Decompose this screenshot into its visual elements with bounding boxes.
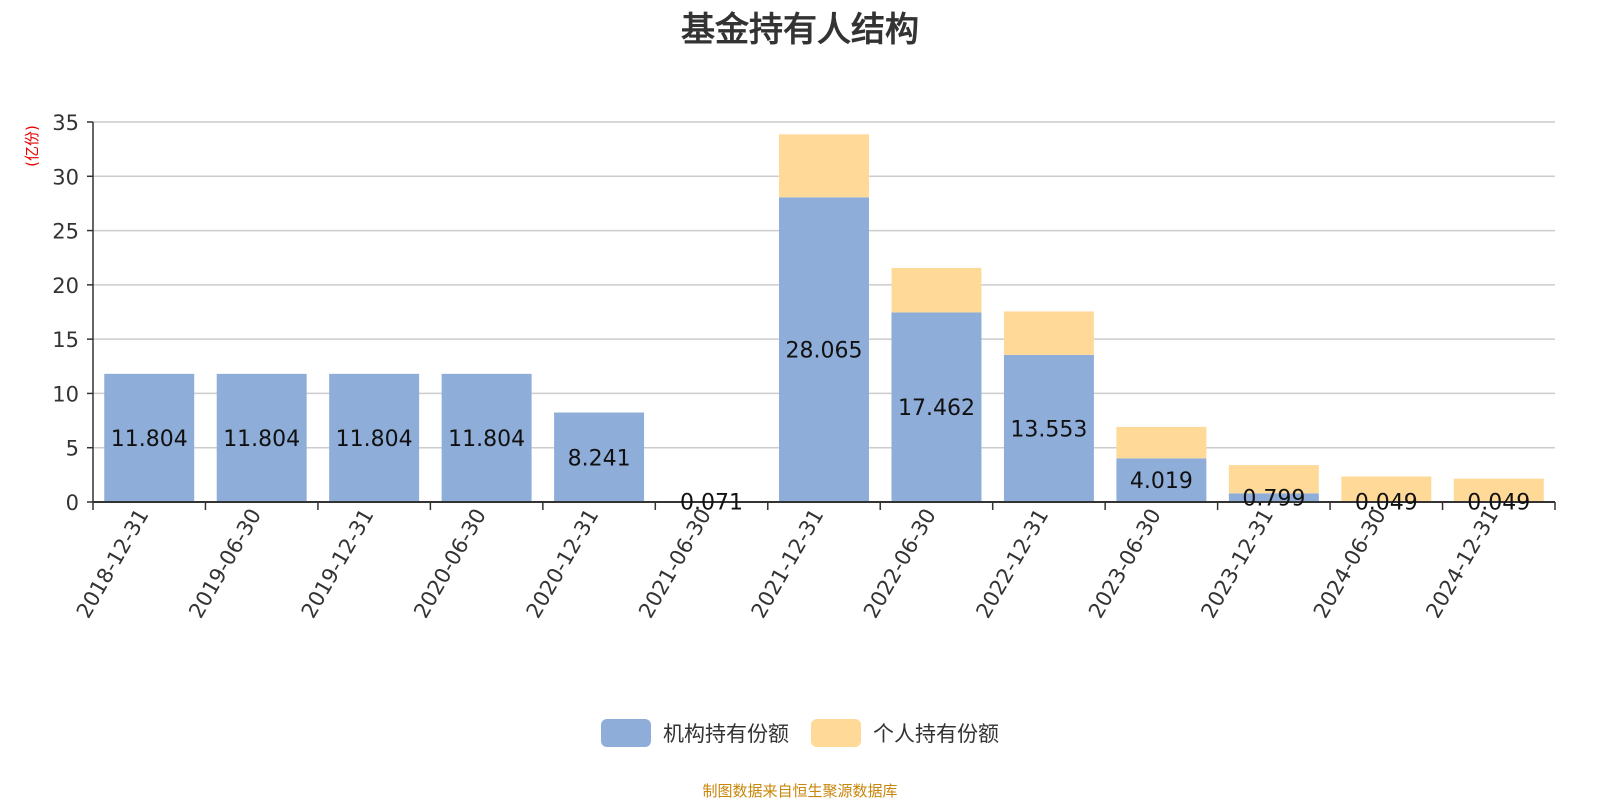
data-label: 11.804 [111,427,188,452]
y-tick-label: 30 [52,165,79,189]
x-tick-label: 2022-06-30 [859,505,941,623]
bar-institutional [329,373,420,502]
bar-institutional [1228,493,1319,502]
y-axis-unit-label: (亿份) [23,125,41,167]
bar-institutional [554,412,645,502]
legend-swatch-individual [811,719,861,747]
bar-institutional [1003,354,1094,502]
data-labels: 11.804 11.804 11.804 11.804 8.241 0.071 28.065… [111,339,1531,516]
data-label: 8.241 [568,446,631,471]
y-tick-label: 35 [52,111,79,135]
y-tick-label: 15 [52,328,79,352]
x-tick-label: 2023-06-30 [1084,505,1166,623]
y-tick-label: 10 [52,382,79,406]
legend-label-individual: 个人持有份额 [873,722,999,746]
bars [104,134,1544,502]
x-tick-label: 2021-12-31 [747,505,829,623]
x-tick-label: 2018-12-31 [72,505,154,623]
x-tick-label: 2021-06-30 [634,505,716,623]
bar-individual [891,267,982,313]
x-tick-label: 2020-12-31 [522,505,604,623]
y-tick-label: 0 [66,491,79,515]
chart-title: 基金持有人结构 [681,10,919,50]
bar-individual [1003,311,1094,355]
data-label: 11.804 [448,427,525,452]
x-tick-label: 2022-12-31 [971,505,1053,623]
x-tick-label: 2019-12-31 [297,505,379,623]
bar-individual [1228,465,1319,494]
x-tick-label: 2024-06-30 [1309,505,1391,623]
bar-individual [1341,476,1432,502]
legend: 机构持有份额 个人持有份额 [0,718,1600,748]
bar-individual [1116,426,1207,459]
x-tick-label: 2020-06-30 [409,504,491,622]
bar-institutional [441,373,532,502]
x-tick-label: 2019-06-30 [184,505,266,623]
bar-institutional [104,373,195,502]
data-label: 0.799 [1242,487,1305,512]
legend-item-individual[interactable]: 个人持有份额 [811,718,999,748]
x-tick-label: 2024-12-31 [1421,505,1503,623]
y-tick-label: 5 [66,437,79,461]
data-label: 0.049 [1467,491,1530,516]
y-tick-label: 25 [52,220,79,244]
legend-label-institutional: 机构持有份额 [663,722,789,746]
data-label: 13.553 [1010,417,1087,442]
bar-individual [1453,478,1544,502]
bar-individual [779,134,869,198]
x-tick-label: 2023-12-31 [1196,505,1278,623]
legend-swatch-institutional [601,719,651,747]
bar-institutional [216,373,307,502]
data-label: 17.462 [898,396,975,421]
source-note: 制图数据来自恒生聚源数据库 [702,782,898,800]
bar-institutional [779,197,869,502]
data-label: 28.065 [786,339,863,364]
data-label: 0.049 [1355,491,1418,516]
bar-institutional [891,312,982,502]
data-label: 4.019 [1130,469,1193,494]
data-label: 11.804 [336,427,413,452]
data-label: 11.804 [223,427,300,452]
legend-item-institutional[interactable]: 机构持有份额 [601,718,789,748]
data-label: 0.071 [680,491,743,516]
y-tick-label: 20 [52,274,79,298]
bar-institutional [1116,458,1207,502]
